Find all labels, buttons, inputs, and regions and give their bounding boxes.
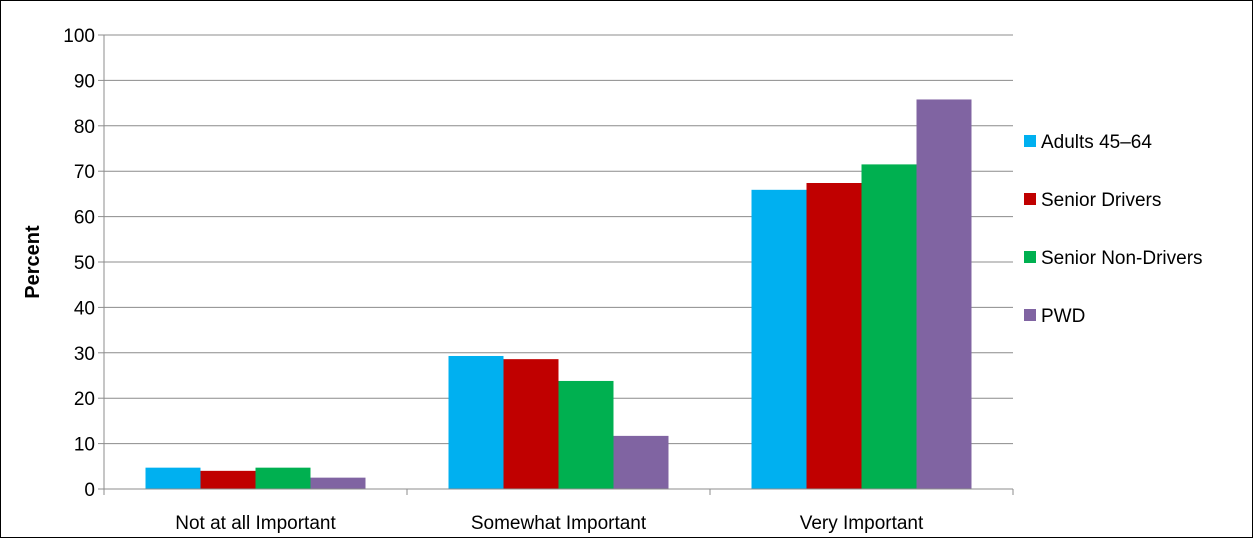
bar bbox=[751, 189, 807, 489]
legend-swatch bbox=[1024, 135, 1036, 147]
bar bbox=[916, 99, 972, 489]
x-tick-label: Somewhat Important bbox=[471, 513, 647, 534]
legend-label: Senior Drivers bbox=[1041, 190, 1161, 211]
y-tick-label: 30 bbox=[74, 344, 95, 365]
x-tick-label: Not at all Important bbox=[175, 513, 336, 534]
bar bbox=[861, 164, 917, 489]
legend-label: Adults 45–64 bbox=[1041, 132, 1152, 153]
bar bbox=[200, 470, 256, 489]
axes: Percent 0 10 20 30 40 50 60 70 80 90 100 Not at all… bbox=[22, 26, 1014, 534]
legend-label: PWD bbox=[1041, 306, 1085, 327]
bar bbox=[613, 435, 669, 489]
legend: Adults 45–64 Senior Drivers Senior Non-Dri… bbox=[1024, 132, 1203, 327]
gridlines bbox=[104, 34, 1013, 445]
y-tick-label: 70 bbox=[74, 162, 95, 183]
legend-swatch bbox=[1024, 193, 1036, 205]
y-tick-label: 50 bbox=[74, 253, 95, 274]
bar bbox=[255, 467, 311, 489]
bars bbox=[145, 99, 972, 489]
y-tick-label: 60 bbox=[74, 208, 95, 229]
legend-swatch bbox=[1024, 309, 1036, 321]
y-tick-label: 0 bbox=[84, 480, 95, 501]
y-tick-label: 80 bbox=[74, 117, 95, 138]
y-tick-label: 10 bbox=[74, 435, 95, 456]
bar bbox=[310, 477, 366, 489]
bar bbox=[806, 183, 862, 489]
bar bbox=[448, 355, 504, 489]
legend-label: Senior Non-Drivers bbox=[1041, 248, 1203, 269]
y-tick-label: 90 bbox=[74, 71, 95, 92]
y-axis-title: Percent bbox=[22, 225, 44, 299]
y-tick-label: 40 bbox=[74, 298, 95, 319]
y-tick-label: 20 bbox=[74, 389, 95, 410]
x-tick-label: Very Important bbox=[800, 513, 924, 534]
y-tick-label: 100 bbox=[63, 26, 95, 47]
bar bbox=[145, 467, 201, 489]
legend-swatch bbox=[1024, 251, 1036, 263]
bar bbox=[558, 380, 614, 489]
bar bbox=[503, 359, 559, 489]
